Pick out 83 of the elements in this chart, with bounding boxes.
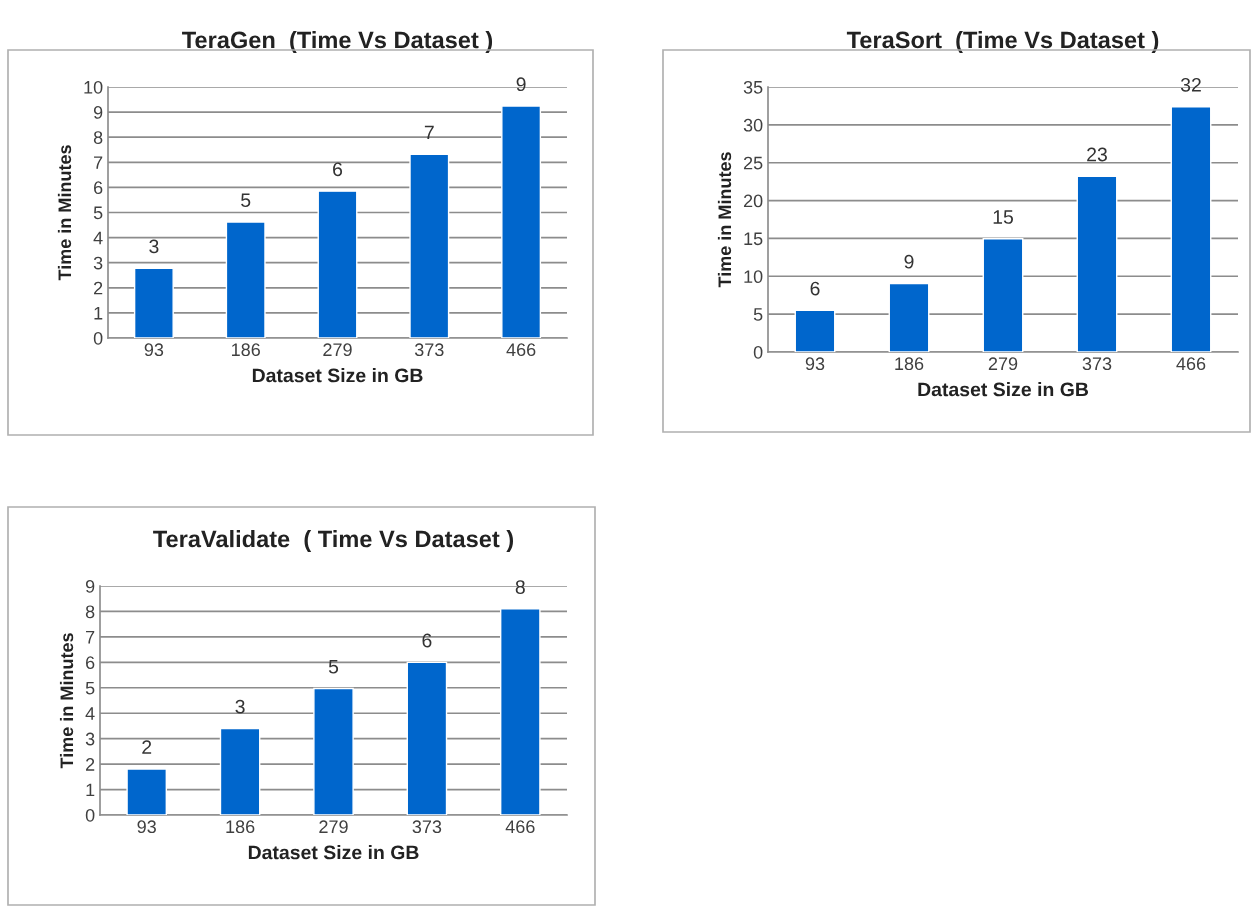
y-axis-title: Time in Minutes [59,633,74,769]
x-tick-label: 186 [895,357,924,371]
y-tick-label: 10 [744,270,763,284]
bar [126,768,168,815]
y-tick-label: 2 [94,281,103,295]
data-label: 5 [328,660,339,674]
y-tick-label: 3 [85,732,95,746]
y-tick-label: 7 [94,156,103,169]
bar [225,221,266,338]
bar [888,282,930,352]
chart-title: TeraGen (Time Vs Dataset ) [182,31,493,54]
chart-title: TeraValidate ( Time Vs Dataset ) [153,530,514,553]
y-tick-label: 35 [743,80,763,94]
data-label: 8 [515,580,525,594]
y-tick-label: 0 [93,331,103,345]
y-tick-label: 7 [86,631,95,644]
x-tick-label: 186 [232,343,260,357]
y-tick-label: 3 [93,256,103,270]
x-axis-title: Dataset Size in GB [248,845,419,860]
bar [1076,175,1118,352]
y-tick-label: 9 [85,579,95,593]
y-tick-label: 30 [743,118,763,132]
y-tick-label: 25 [743,156,763,170]
x-axis-title: Dataset Size in GB [918,382,1089,397]
y-tick-label: 5 [93,206,103,220]
y-tick-label: 6 [94,181,103,195]
y-tick-label: 9 [93,106,103,119]
bar [982,238,1024,352]
y-tick-label: 0 [753,345,763,359]
x-axis-title: Dataset Size in GB [252,368,423,383]
bar [409,153,450,338]
y-axis-title: Time in Minutes [717,152,732,288]
y-tick-label: 1 [94,307,103,320]
y-tick-label: 8 [93,131,103,144]
bar [794,309,836,352]
data-label: 2 [142,740,152,754]
bar [406,661,448,815]
x-tick-label: 93 [137,820,156,834]
data-label: 9 [516,77,526,92]
y-tick-label: 15 [744,232,763,246]
data-label: 23 [1087,147,1107,162]
data-label: 9 [904,254,914,269]
y-tick-label: 6 [86,656,95,670]
y-tick-label: 0 [85,808,95,822]
bar [499,608,541,815]
x-tick-label: 186 [226,820,255,834]
x-tick-label: 466 [505,820,535,834]
y-tick-label: 1 [86,783,95,797]
x-tick-label: 279 [323,343,352,357]
data-label: 5 [241,193,251,208]
data-label: 6 [333,162,343,177]
data-label: 3 [149,239,159,254]
x-tick-label: 466 [506,343,536,357]
x-tick-label: 373 [1082,357,1112,371]
y-tick-label: 20 [743,194,763,208]
y-tick-label: 5 [85,681,95,695]
data-label: 32 [1180,77,1201,92]
bar [317,190,358,338]
y-axis-title: Time in Minutes [57,145,72,281]
bar [1170,105,1212,352]
data-label: 6 [422,633,432,648]
x-tick-label: 373 [414,343,444,357]
x-tick-label: 279 [319,820,348,834]
data-label: 7 [424,125,434,140]
x-tick-label: 93 [805,357,825,371]
x-tick-label: 93 [144,343,164,357]
y-tick-label: 4 [85,707,95,720]
chart-title: TeraSort (Time Vs Dataset ) [846,31,1159,54]
x-tick-label: 279 [988,357,1018,371]
bar [313,687,354,815]
y-tick-label: 8 [85,605,95,619]
bar [501,105,542,338]
y-tick-label: 4 [93,231,103,245]
x-tick-label: 466 [1176,357,1206,371]
x-tick-label: 373 [412,820,442,834]
y-tick-label: 2 [86,758,95,771]
data-label: 3 [235,699,245,714]
bar [219,727,261,815]
data-label: 15 [993,210,1013,224]
bar [133,267,174,338]
y-tick-label: 5 [753,308,763,321]
y-tick-label: 10 [84,80,103,94]
data-label: 6 [810,281,820,296]
